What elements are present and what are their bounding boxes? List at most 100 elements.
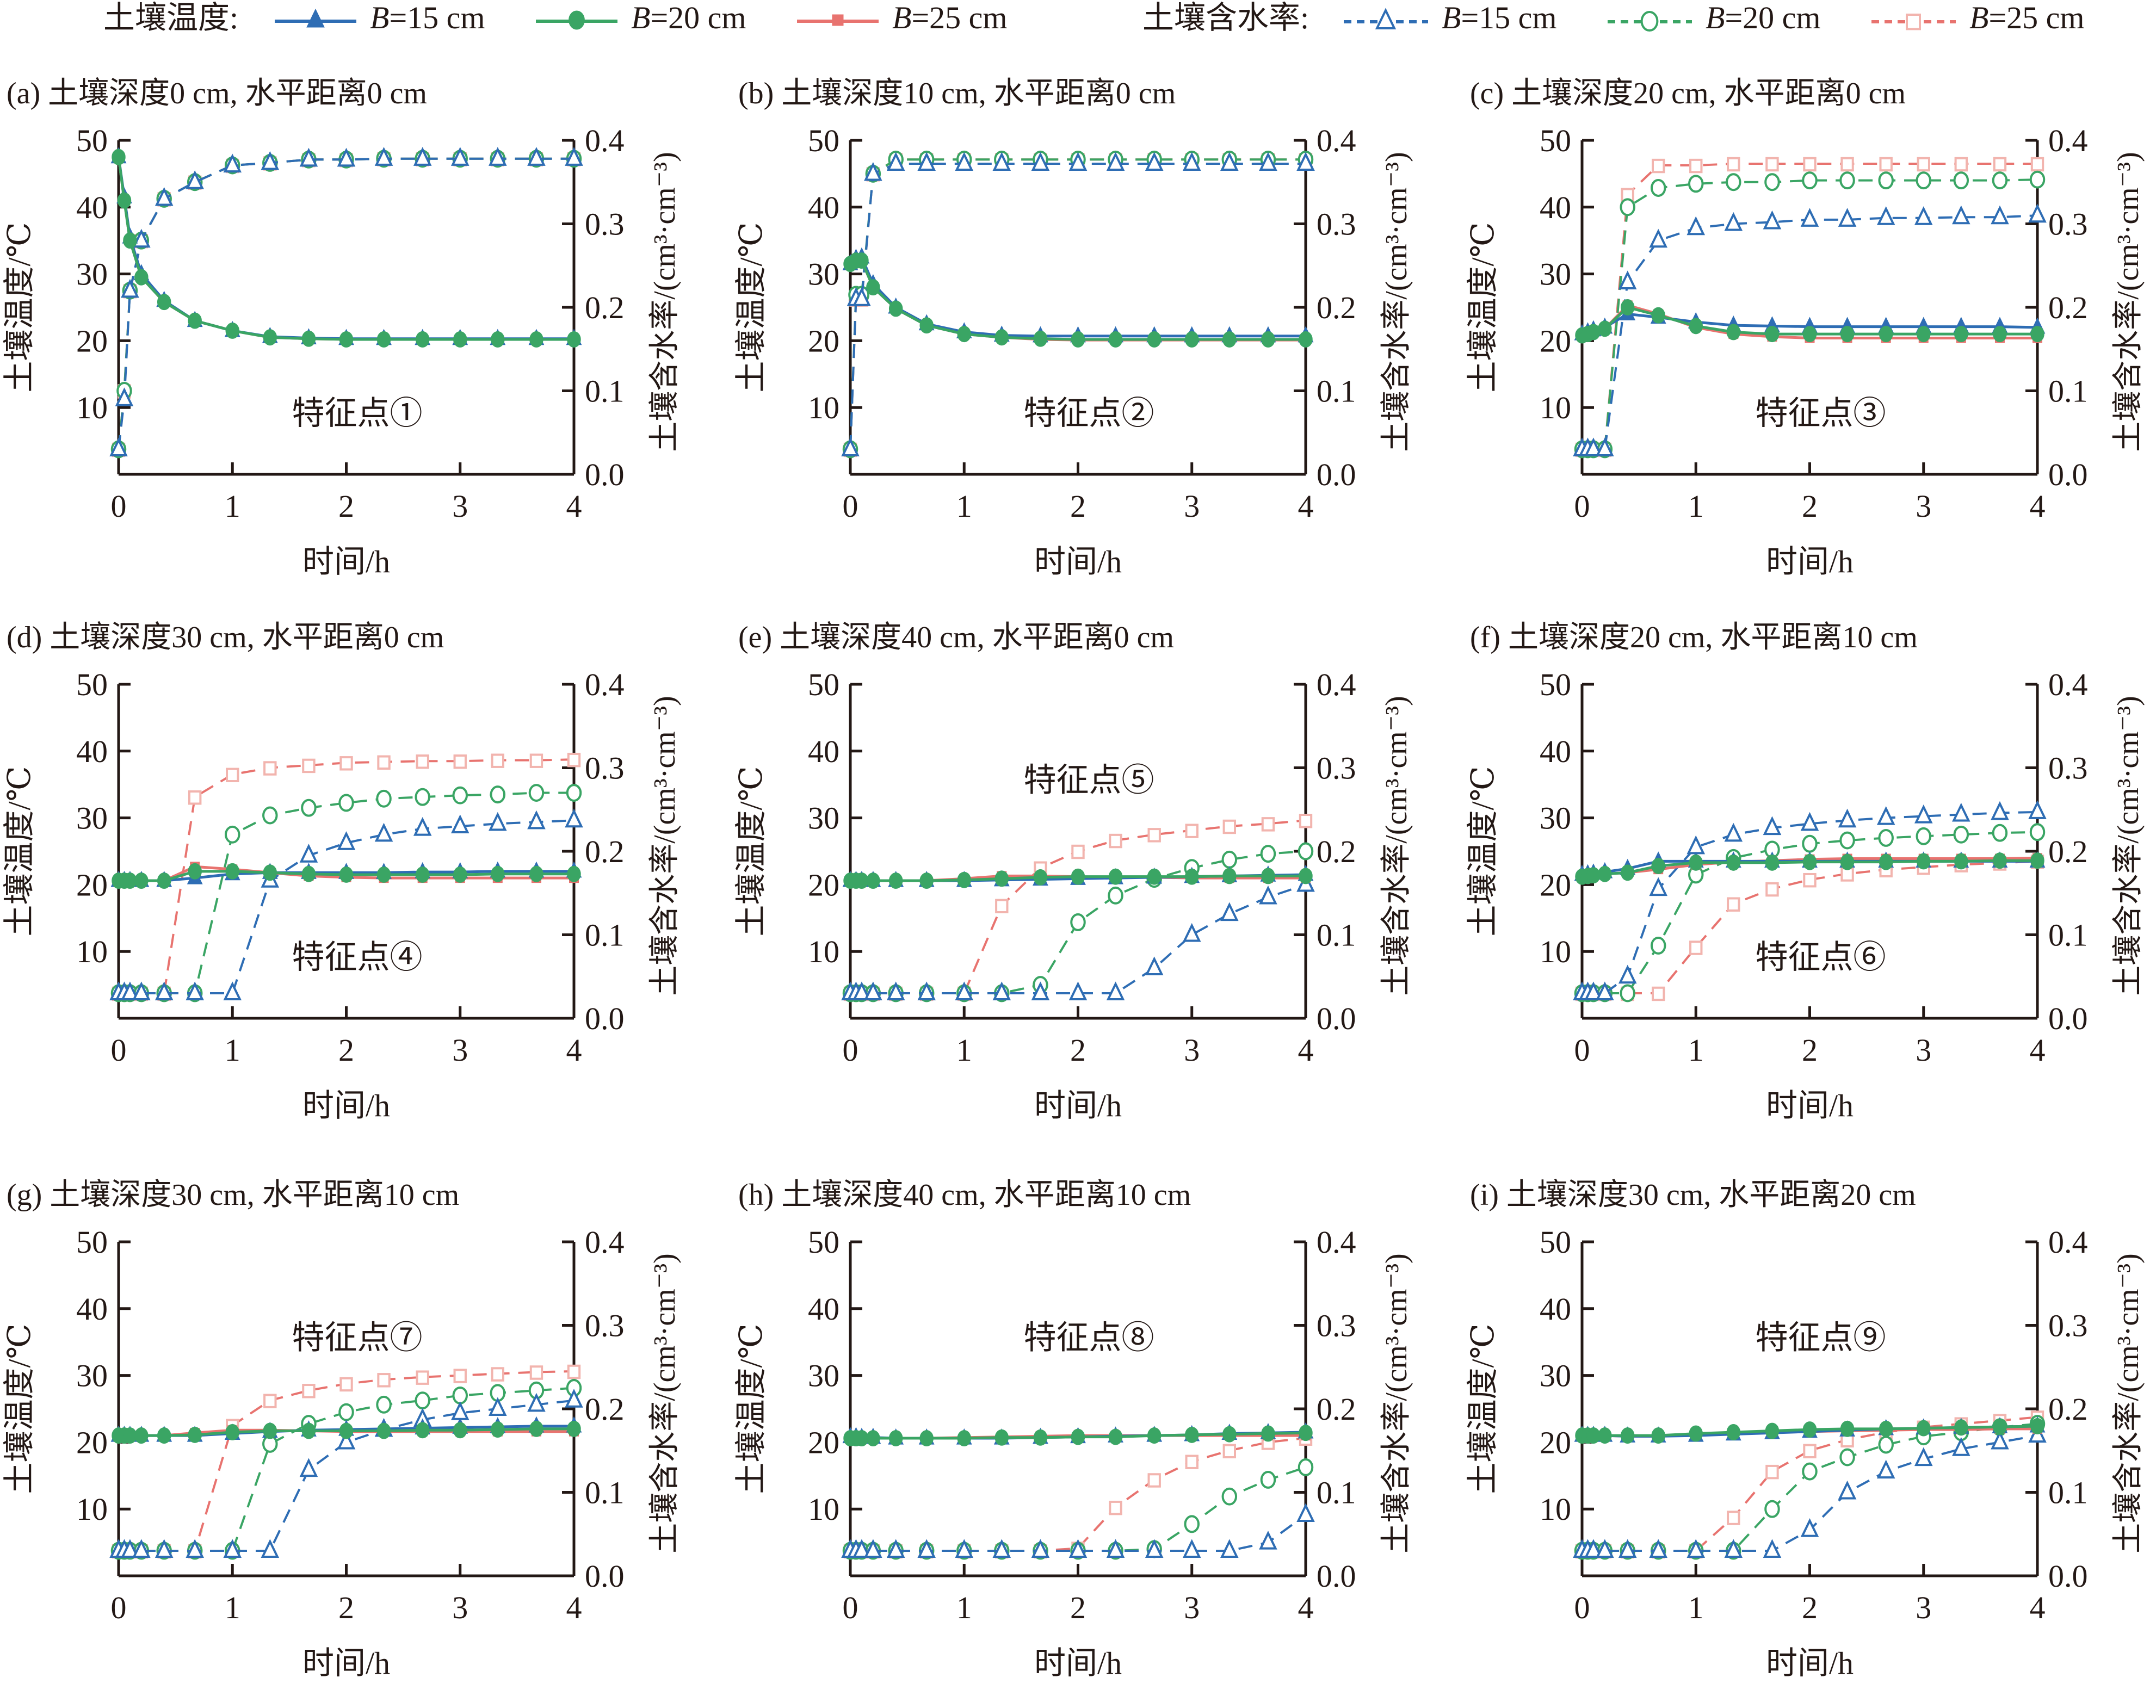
temperature-point [1917, 326, 1931, 343]
temperature-point [855, 252, 869, 269]
y-tick-label: 20 [1540, 867, 1571, 902]
temperature-point [1598, 320, 1612, 337]
temperature-point [123, 232, 137, 249]
moisture-point [1298, 842, 1314, 861]
legend-moisture-marker-open-circle-icon [1640, 11, 1659, 32]
moisture-point [416, 754, 429, 769]
y-tick-label: 40 [76, 190, 108, 225]
moisture-point [121, 1539, 139, 1558]
moisture-point [1878, 828, 1894, 847]
legend-temp-entry: B=15 cm [275, 0, 485, 35]
temperature-point [453, 1422, 467, 1439]
y2-tick-label: 0.0 [2048, 457, 2088, 492]
moisture-point [376, 789, 392, 808]
moisture-series-15 [109, 147, 583, 456]
temperature-point [1651, 858, 1665, 874]
y2-axis-label: 土壤含水率/(cm³·cm⁻³) [2111, 152, 2145, 451]
temperature-point [188, 863, 202, 880]
moisture-point [1649, 228, 1667, 248]
temperature-point [1598, 1427, 1612, 1444]
y-axis-label: 土壤温度/℃ [1465, 222, 1500, 393]
moisture-point [1839, 831, 1855, 850]
x-tick-label: 2 [1802, 488, 1818, 524]
temperature-point [1033, 1429, 1048, 1446]
y-tick-label: 40 [76, 1291, 108, 1327]
y2-tick-label: 0.4 [585, 667, 625, 702]
moisture-point [1726, 173, 1741, 191]
moisture-point [527, 810, 546, 830]
moisture-point [529, 1365, 543, 1380]
panel-title: (d) 土壤深度30 cm, 水平距离0 cm [7, 621, 444, 654]
moisture-point [1687, 1539, 1706, 1558]
moisture-point [1070, 913, 1086, 931]
temperature-point [1917, 853, 1931, 870]
moisture-point [338, 1403, 354, 1421]
y2-tick-label: 0.0 [585, 1001, 625, 1036]
temperature-point [491, 1421, 505, 1438]
moisture-point [186, 1539, 204, 1558]
temperature-point [994, 1429, 1009, 1446]
moisture-point [450, 147, 469, 166]
moisture-series-20 [110, 1379, 582, 1560]
moisture-point [1147, 1473, 1161, 1488]
temperature-point [301, 865, 316, 882]
y2-tick-label: 0.2 [1317, 1391, 1356, 1427]
temperature-point [1726, 854, 1741, 871]
temperature-series-20 [112, 863, 581, 889]
temperature-point [1222, 868, 1237, 884]
moisture-line [850, 1514, 1307, 1552]
moisture-point [374, 147, 393, 166]
temperature-point [263, 329, 277, 346]
y-tick-label: 20 [808, 1425, 839, 1460]
y-tick-label: 40 [1540, 734, 1571, 769]
y-tick-label: 20 [76, 323, 108, 358]
moisture-point [1764, 173, 1780, 191]
moisture-point [1952, 1437, 1970, 1456]
moisture-point [262, 806, 278, 825]
y2-tick-label: 0.4 [585, 123, 625, 158]
moisture-point [1068, 1539, 1088, 1558]
chart-panel-f: (f) 土壤深度20 cm, 水平距离10 cm 10 20 30 40 50 0.0 0.1… [1463, 607, 2156, 1150]
y-axis-label: 土壤温度/℃ [2, 766, 37, 937]
moisture-line [1582, 214, 2038, 450]
y2-tick-label: 0.1 [2048, 918, 2088, 953]
y2-axis-label: 土壤含水率/(cm³·cm⁻³) [2111, 696, 2145, 995]
x-tick-label: 0 [843, 488, 858, 524]
moisture-point [1953, 171, 1969, 190]
y2-tick-label: 0.2 [2048, 290, 2088, 325]
temperature-point [1071, 1428, 1085, 1445]
moisture-point [841, 437, 860, 456]
chart-svg-e: (e) 土壤深度40 cm, 水平距离0 cm10203040500.00.10… [733, 621, 1413, 1123]
moisture-point [415, 788, 430, 806]
temperature-point [491, 331, 505, 348]
moisture-point [1763, 1539, 1782, 1558]
y2-tick-label: 0.4 [1317, 667, 1356, 702]
moisture-line [119, 1387, 574, 1552]
moisture-point [529, 753, 543, 768]
temperature-point [1108, 331, 1123, 348]
y2-tick-label: 0.4 [2048, 1224, 2088, 1260]
moisture-point [917, 1539, 936, 1558]
temperature-series-15 [110, 147, 582, 345]
moisture-point [1031, 981, 1050, 1000]
panel-title: (f) 土壤深度20 cm, 水平距离10 cm [1470, 621, 1918, 654]
y2-axis-label: 土壤含水率/(cm³·cm⁻³) [648, 696, 682, 995]
x-tick-label: 2 [338, 1590, 354, 1625]
moisture-point [1993, 157, 2007, 172]
x-tick-label: 1 [1688, 1590, 1704, 1625]
moisture-point [886, 981, 905, 1000]
moisture-point [1687, 216, 1706, 236]
moisture-point [1724, 212, 1743, 231]
moisture-point [1106, 152, 1125, 171]
x-tick-label: 3 [452, 1032, 468, 1068]
moisture-point [1803, 872, 1817, 888]
temperature-point [188, 1426, 202, 1443]
moisture-point [374, 822, 393, 842]
y-tick-label: 20 [76, 1425, 108, 1460]
x-tick-label: 1 [225, 488, 240, 524]
chart-panel-h: (h) 土壤深度40 cm, 水平距离10 cm 10 20 30 40 50 0.0 0.1… [732, 1164, 1450, 1708]
moisture-point [1259, 152, 1277, 171]
temperature-point [301, 1422, 316, 1439]
y-tick-label: 20 [1540, 1425, 1571, 1460]
moisture-point [1878, 1435, 1894, 1454]
